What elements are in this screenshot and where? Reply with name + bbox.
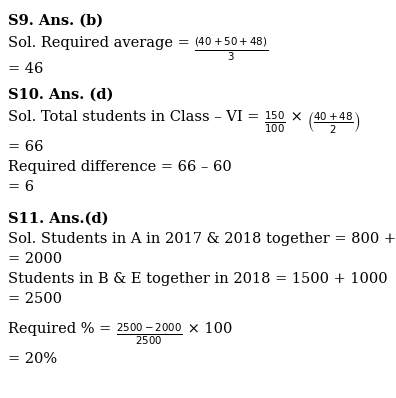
Text: = 6: = 6 (8, 180, 34, 194)
Text: = 20%: = 20% (8, 352, 57, 366)
Text: $\frac{2500-2000}{2500}$: $\frac{2500-2000}{2500}$ (116, 322, 183, 347)
Text: Required % =: Required % = (8, 322, 116, 336)
Text: = 46: = 46 (8, 62, 44, 76)
Text: $\frac{(40+50+48)}{3}$: $\frac{(40+50+48)}{3}$ (194, 36, 268, 63)
Text: S10. Ans. (d): S10. Ans. (d) (8, 88, 113, 102)
Text: Students in B & E together in 2018 = 1500 + 1000: Students in B & E together in 2018 = 150… (8, 272, 388, 286)
Text: = 66: = 66 (8, 140, 44, 154)
Text: Sol. Required average =: Sol. Required average = (8, 36, 194, 50)
Text: ×: × (286, 110, 307, 124)
Text: = 2000: = 2000 (8, 252, 62, 266)
Text: × 100: × 100 (183, 322, 232, 336)
Text: Required difference = 66 – 60: Required difference = 66 – 60 (8, 160, 232, 174)
Text: $\left(\frac{40+48}{2}\right)$: $\left(\frac{40+48}{2}\right)$ (307, 110, 361, 136)
Text: = 2500: = 2500 (8, 292, 62, 306)
Text: S9. Ans. (b): S9. Ans. (b) (8, 14, 103, 28)
Text: Sol. Total students in Class – VI =: Sol. Total students in Class – VI = (8, 110, 264, 124)
Text: S11. Ans.(d): S11. Ans.(d) (8, 212, 109, 226)
Text: $\frac{150}{100}$: $\frac{150}{100}$ (264, 110, 286, 135)
Text: Sol. Students in A in 2017 & 2018 together = 800 + 1200: Sol. Students in A in 2017 & 2018 togeth… (8, 232, 396, 246)
